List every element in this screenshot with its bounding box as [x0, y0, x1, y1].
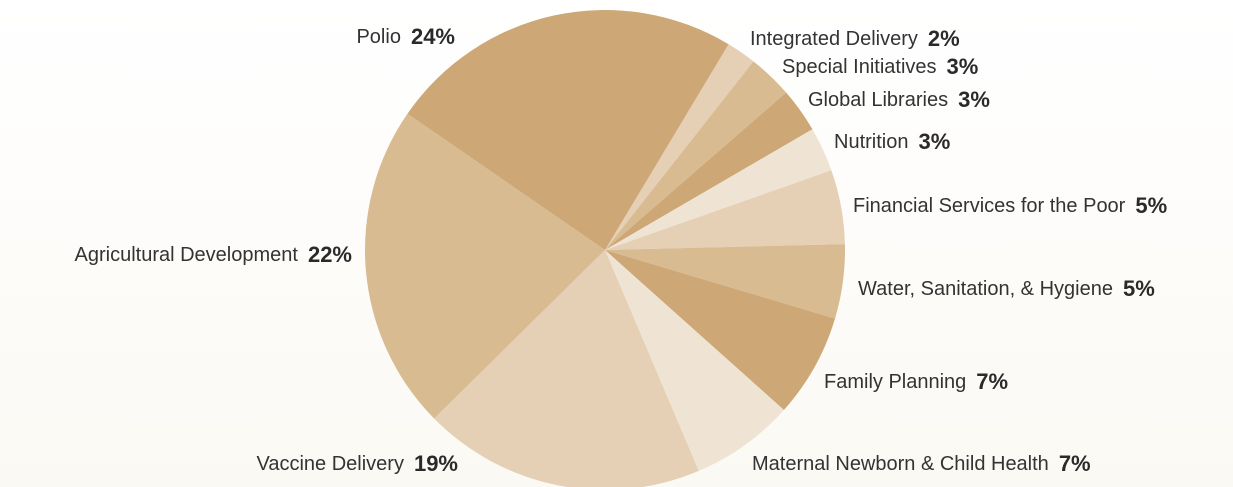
pie-slice — [605, 44, 754, 250]
slice-name: Family Planning — [824, 371, 966, 393]
slice-value: 7% — [1059, 451, 1091, 476]
slice-label: Global Libraries 3% — [808, 87, 990, 112]
slice-value: 3% — [947, 54, 979, 79]
slice-value: 3% — [918, 129, 950, 154]
slice-label: Maternal Newborn & Child Health 7% — [752, 451, 1091, 476]
slice-label: Nutrition 3% — [834, 129, 950, 154]
slice-label: Special Initiatives 3% — [782, 54, 978, 79]
slice-name: Global Libraries — [808, 89, 948, 111]
slice-name: Integrated Delivery — [750, 28, 918, 50]
slice-label: Integrated Delivery 2% — [750, 26, 960, 51]
slice-label: Financial Services for the Poor 5% — [853, 193, 1167, 218]
slice-name: Water, Sanitation, & Hygiene — [858, 278, 1113, 300]
slice-label: Polio 24% — [356, 24, 455, 49]
slice-name: Agricultural Development — [75, 244, 299, 266]
slice-name: Financial Services for the Poor — [853, 195, 1126, 217]
slice-value: 5% — [1135, 193, 1167, 218]
pie-slice — [605, 250, 835, 410]
pie-slice — [605, 244, 845, 319]
slice-value: 22% — [308, 242, 352, 267]
pie-slice — [605, 129, 832, 250]
slice-name: Special Initiatives — [782, 56, 937, 78]
slice-value: 5% — [1123, 276, 1155, 301]
slice-name: Maternal Newborn & Child Health — [752, 453, 1049, 475]
slice-name: Vaccine Delivery — [256, 453, 403, 475]
pie-slice — [605, 92, 813, 250]
pie-slice — [434, 250, 699, 487]
slice-label: Vaccine Delivery 19% — [256, 451, 458, 476]
slice-label: Agricultural Development 22% — [75, 242, 352, 267]
slice-label: Water, Sanitation, & Hygiene 5% — [858, 276, 1155, 301]
pie-slice — [605, 170, 845, 250]
pie-slice — [605, 61, 787, 250]
slice-label: Family Planning 7% — [824, 369, 1008, 394]
slice-value: 7% — [976, 369, 1008, 394]
slice-value: 24% — [411, 24, 455, 49]
pie-slice — [365, 113, 605, 419]
slice-value: 3% — [958, 87, 990, 112]
slice-value: 19% — [414, 451, 458, 476]
slice-name: Nutrition — [834, 131, 908, 153]
pie-slice — [407, 9, 729, 251]
slice-value: 2% — [928, 26, 960, 51]
slice-name: Polio — [356, 26, 400, 48]
pie-slice — [605, 250, 784, 471]
